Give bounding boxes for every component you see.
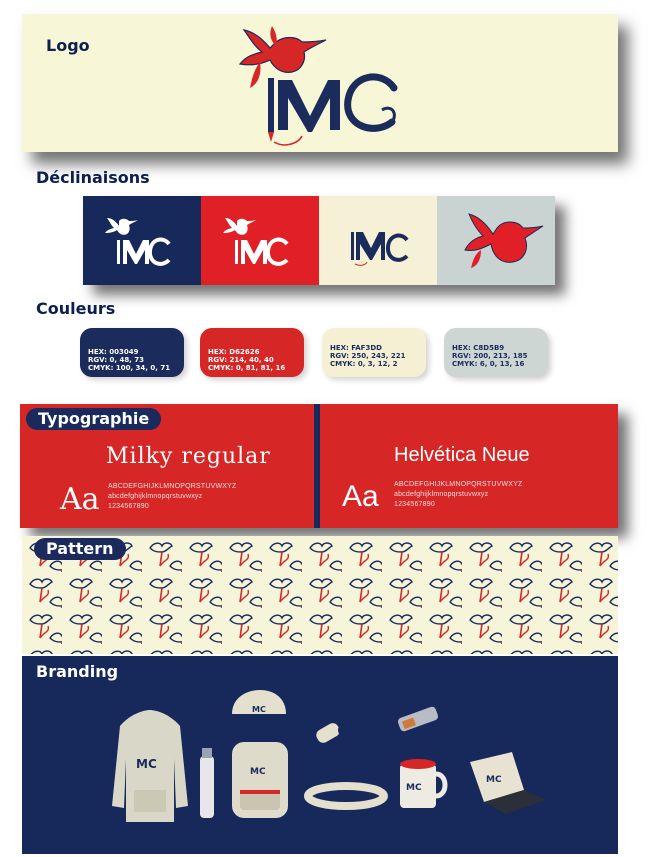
variants-row	[83, 196, 555, 285]
mug-mockup: MC	[400, 759, 448, 808]
font-digits: 1234567890	[394, 501, 435, 508]
laptop-mockup: MC	[470, 752, 546, 814]
hoodie-mockup: MC	[112, 710, 188, 822]
swatch-cmyk: CMYK: 100, 34, 0, 71	[88, 364, 171, 372]
branding-section-title: Branding	[36, 662, 119, 681]
branding-mockups: MC MC MC MC MC	[112, 690, 546, 822]
main-logo	[238, 26, 398, 146]
mug-logo: MC	[406, 783, 422, 793]
backpack-logo: MC	[250, 767, 266, 777]
swatch-rgb: RGV: 0, 48, 73	[88, 356, 145, 364]
variant-red	[201, 196, 319, 285]
colors-section-title: Couleurs	[36, 299, 116, 318]
variant-cream	[319, 196, 437, 285]
typography-divider	[314, 404, 320, 528]
font-name-milky: Milky regular	[106, 444, 271, 469]
laptop-logo: MC	[486, 775, 502, 785]
usb-drive-mockup	[397, 706, 439, 732]
hummingbird-icon	[238, 26, 327, 88]
swatch-hex: HEX: 003049	[88, 348, 139, 356]
color-swatch-cream: HEX: FAF3DD RGV: 250, 243, 221 CMYK: 0, …	[322, 328, 426, 377]
swatch-rgb: RGV: 250, 243, 221	[330, 352, 406, 360]
wristband-mockup	[304, 782, 388, 810]
backpack-mockup: MC	[232, 742, 288, 818]
color-swatch-navy: HEX: 003049 RGV: 0, 48, 73 CMYK: 100, 34…	[80, 328, 184, 377]
variants-section-title: Déclinaisons	[36, 168, 150, 187]
hoodie-logo: MC	[136, 757, 157, 771]
variant-grey	[437, 196, 555, 285]
water-bottle-mockup	[200, 748, 214, 818]
keychains-mockup	[316, 720, 362, 743]
swatch-rgb: RGV: 214, 40, 40	[208, 356, 274, 364]
pencil-body	[268, 78, 274, 132]
swatch-cmyk: CMYK: 0, 81, 81, 16	[208, 364, 286, 372]
swatch-cmyk: CMYK: 6, 0, 13, 16	[452, 360, 525, 368]
logo-panel	[22, 14, 618, 152]
swatch-hex: HEX: FAF3DD	[330, 344, 382, 352]
swatch-hex: HEX: D62626	[208, 348, 260, 356]
color-swatch-red: HEX: D62626 RGV: 214, 40, 40 CMYK: 0, 81…	[200, 328, 304, 377]
pencil-tip	[268, 132, 274, 142]
cap-logo: MC	[252, 705, 266, 714]
swatch-rgb: RGV: 200, 213, 185	[452, 352, 528, 360]
color-swatch-grey: HEX: C8D5B9 RGV: 200, 213, 185 CMYK: 6, …	[444, 328, 548, 377]
font-specimen-aa: Aa	[60, 482, 100, 517]
pattern-section-title: Pattern	[34, 538, 126, 560]
swatch-cmyk: CMYK: 0, 3, 12, 2	[330, 360, 398, 368]
font-lowercase: abcdefghijklmnopqrstuvwxyz	[394, 491, 489, 498]
font-digits: 1234567890	[108, 503, 149, 510]
font-uppercase: ABCDEFGHIJKLMNOPQRSTUVWXYZ	[108, 483, 237, 490]
font-uppercase: ABCDEFGHIJKLMNOPQRSTUVWXYZ	[394, 481, 523, 488]
font-specimen-aa: Aa	[342, 480, 379, 513]
swatch-hex: HEX: C8D5B9	[452, 344, 505, 352]
variant-navy	[83, 196, 201, 285]
hummingbird-icon	[464, 213, 544, 268]
font-name-helvetica: Helvética Neue	[394, 444, 530, 466]
cap-mockup: MC	[230, 690, 296, 725]
font-lowercase: abcdefghijklmnopqrstuvwxyz	[108, 493, 203, 500]
logo-section-title: Logo	[46, 36, 90, 55]
typography-section-title: Typographie	[26, 408, 162, 430]
